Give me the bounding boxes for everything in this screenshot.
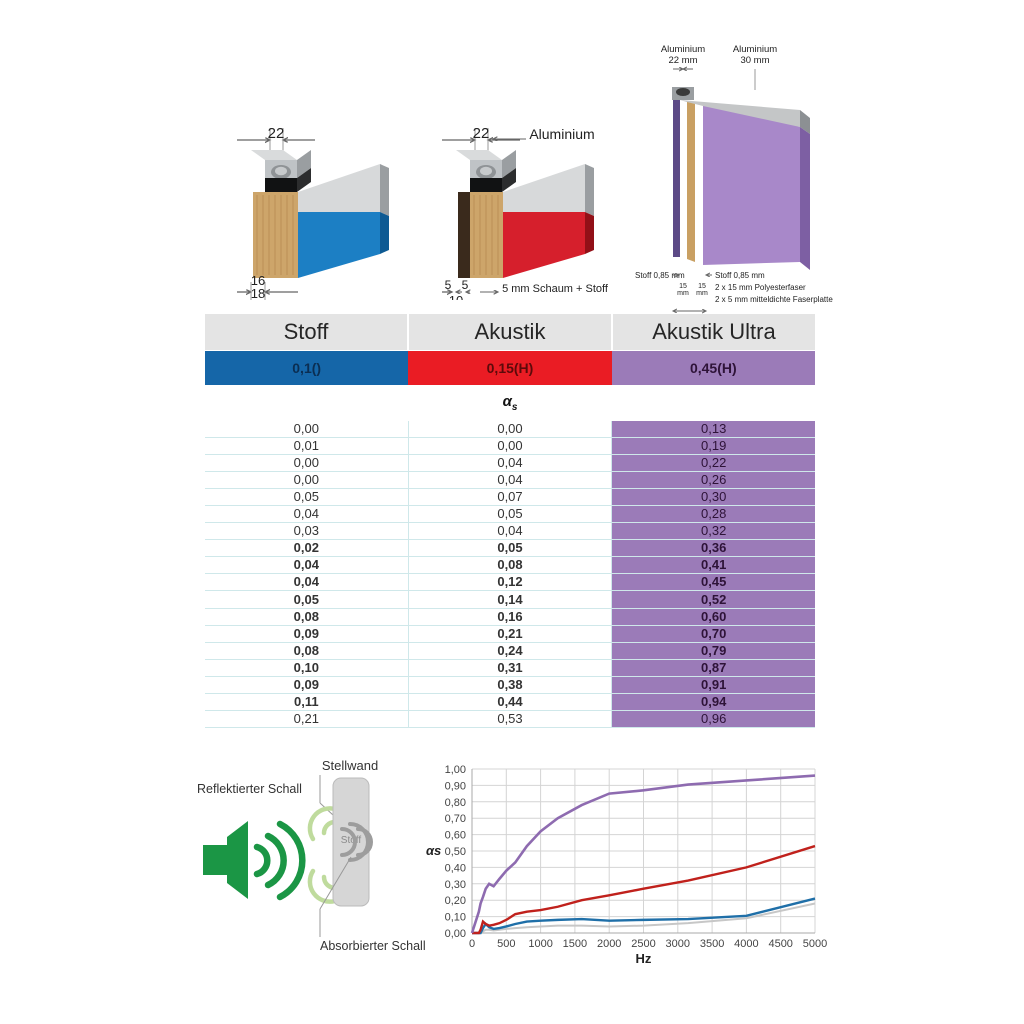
svg-text:500: 500 bbox=[497, 938, 515, 950]
svg-text:5: 5 bbox=[445, 278, 452, 292]
svg-text:0: 0 bbox=[469, 938, 475, 950]
svg-text:15: 15 bbox=[698, 283, 706, 290]
svg-text:0,40: 0,40 bbox=[445, 862, 466, 874]
svg-text:Stellwand: Stellwand bbox=[322, 758, 378, 773]
svg-text:5: 5 bbox=[462, 278, 469, 292]
svg-text:0,50: 0,50 bbox=[445, 846, 466, 858]
svg-text:Aluminium: Aluminium bbox=[529, 126, 594, 142]
svg-text:30 mm: 30 mm bbox=[740, 55, 769, 66]
svg-text:Reflektierter Schall: Reflektierter Schall bbox=[197, 782, 302, 796]
svg-text:0,30: 0,30 bbox=[445, 879, 466, 891]
svg-text:5000: 5000 bbox=[803, 938, 827, 950]
svg-text:2 x 15 mm Polyesterfaser: 2 x 15 mm Polyesterfaser bbox=[715, 283, 806, 292]
svg-text:18: 18 bbox=[251, 286, 265, 300]
svg-text:1500: 1500 bbox=[563, 938, 587, 950]
svg-text:10: 10 bbox=[449, 293, 463, 300]
svg-text:3000: 3000 bbox=[666, 938, 690, 950]
svg-text:Absorbierter Schall: Absorbierter Schall bbox=[320, 939, 426, 953]
svg-text:mm: mm bbox=[696, 290, 708, 297]
svg-text:22: 22 bbox=[268, 125, 285, 142]
svg-text:Aluminium: Aluminium bbox=[733, 44, 777, 55]
svg-text:mm: mm bbox=[677, 290, 689, 297]
svg-text:4500: 4500 bbox=[768, 938, 792, 950]
svg-text:Stoff: Stoff bbox=[341, 835, 362, 846]
svg-text:0,90: 0,90 bbox=[445, 780, 466, 792]
svg-text:2 x 5 mm mitteldichte Faserpla: 2 x 5 mm mitteldichte Faserplatte bbox=[715, 295, 833, 304]
svg-text:0,80: 0,80 bbox=[445, 797, 466, 809]
svg-text:22 mm: 22 mm bbox=[668, 55, 697, 66]
svg-text:5 mm Schaum + Stoff: 5 mm Schaum + Stoff bbox=[502, 283, 609, 295]
svg-text:Hz: Hz bbox=[636, 951, 652, 966]
svg-text:15: 15 bbox=[679, 283, 687, 290]
svg-text:0,10: 0,10 bbox=[445, 912, 466, 924]
svg-text:αs: αs bbox=[426, 843, 441, 858]
svg-text:0,20: 0,20 bbox=[445, 895, 466, 907]
svg-text:1000: 1000 bbox=[528, 938, 552, 950]
svg-text:4000: 4000 bbox=[734, 938, 758, 950]
svg-text:0,60: 0,60 bbox=[445, 830, 466, 842]
svg-text:1,00: 1,00 bbox=[445, 764, 466, 776]
svg-text:Stoff 0,85 mm: Stoff 0,85 mm bbox=[715, 271, 765, 280]
svg-text:3500: 3500 bbox=[700, 938, 724, 950]
svg-text:0,70: 0,70 bbox=[445, 813, 466, 825]
svg-text:Aluminium: Aluminium bbox=[661, 44, 705, 55]
svg-text:22: 22 bbox=[473, 125, 490, 142]
svg-text:0,00: 0,00 bbox=[445, 928, 466, 940]
svg-text:2000: 2000 bbox=[597, 938, 621, 950]
svg-text:2500: 2500 bbox=[631, 938, 655, 950]
